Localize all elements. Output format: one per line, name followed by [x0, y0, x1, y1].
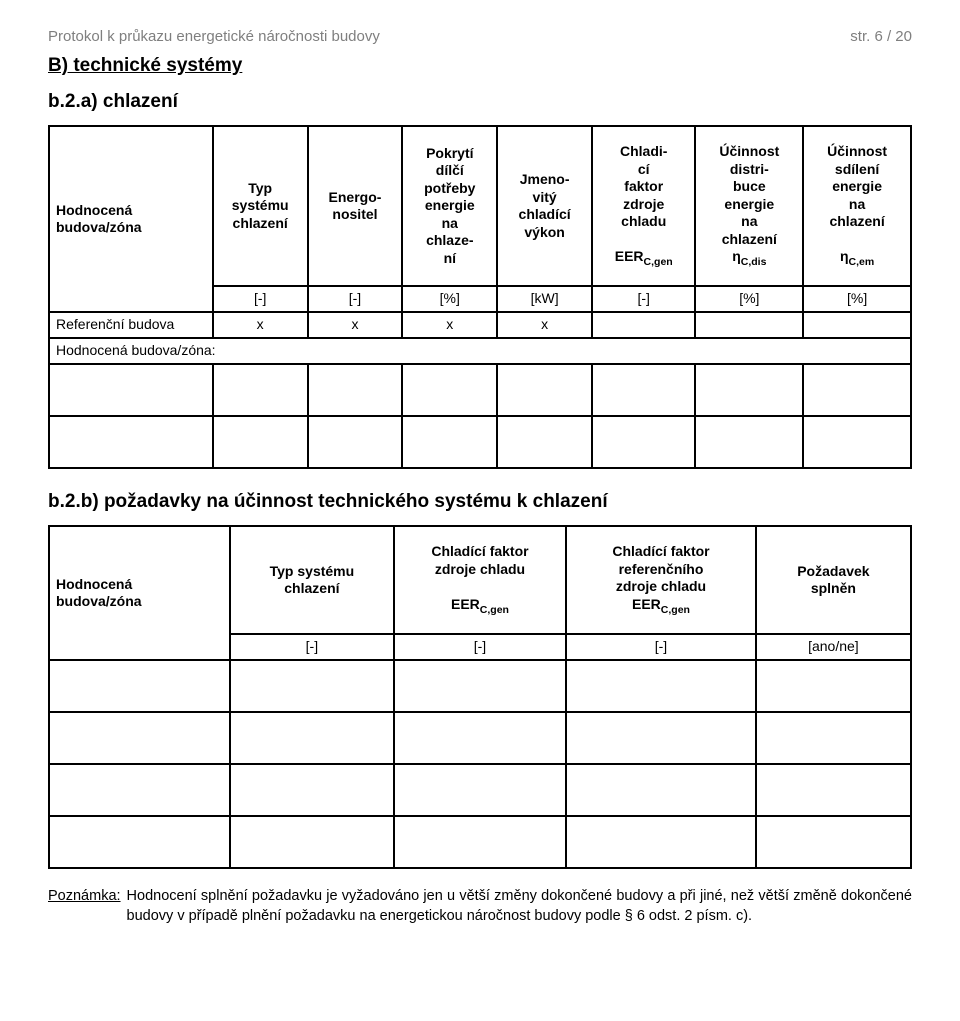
b2b-unit4: [ano/ne] — [756, 634, 911, 660]
b2b-unit3: [-] — [566, 634, 756, 660]
b2a-title: b.2.a) chlazení — [48, 91, 912, 113]
b2a-col6: Účinnostdistri-buceenergienachlazeníηC,d… — [695, 126, 803, 286]
table-b2b: Hodnocenábudova/zóna Typ systémuchlazení… — [48, 525, 912, 869]
table-row — [49, 660, 911, 712]
b2a-unit5: [-] — [592, 286, 695, 312]
b2a-ref7 — [803, 312, 911, 338]
b2b-col1: Typ systémuchlazení — [230, 526, 394, 634]
table-b2a: Hodnocenábudova/zóna Typsystémuchlazení … — [48, 125, 912, 469]
footnote-label: Poznámka: — [48, 887, 127, 926]
table-row — [49, 712, 911, 764]
header-left: Protokol k průkazu energetické náročnost… — [48, 28, 380, 45]
b2a-unit6: [%] — [695, 286, 803, 312]
b2b-col0: Hodnocenábudova/zóna — [49, 526, 230, 660]
table-row — [49, 364, 911, 416]
b2a-ref6 — [695, 312, 803, 338]
b2a-col0: Hodnocenábudova/zóna — [49, 126, 213, 312]
b2a-ref2: x — [308, 312, 403, 338]
footnote: Poznámka: Hodnocení splnění požadavku je… — [48, 887, 912, 926]
b2a-labelrow: Hodnocená budova/zóna: — [49, 338, 911, 364]
b2a-ref0: Referenční budova — [49, 312, 213, 338]
b2a-unit1: [-] — [213, 286, 308, 312]
b2a-unit7: [%] — [803, 286, 911, 312]
b2a-ref4: x — [497, 312, 592, 338]
b2b-unit2: [-] — [394, 634, 566, 660]
section-b-title: B) technické systémy — [48, 55, 912, 77]
b2a-col4: Jmeno-vitýchladícívýkon — [497, 126, 592, 286]
b2a-col3: Pokrytídílčípotřebyenergienachlaze-ní — [402, 126, 497, 286]
b2a-unit4: [kW] — [497, 286, 592, 312]
b2a-col7: ÚčinnostsdíleníenergienachlazeníηC,em — [803, 126, 911, 286]
b2a-ref1: x — [213, 312, 308, 338]
b2a-unit3: [%] — [402, 286, 497, 312]
b2b-col2: Chladící faktorzdroje chladuEERC,gen — [394, 526, 566, 634]
b2b-col4: Požadaveksplněn — [756, 526, 911, 634]
table-row — [49, 764, 911, 816]
b2b-title: b.2.b) požadavky na účinnost technického… — [48, 491, 912, 513]
b2a-col2: Energo-nositel — [308, 126, 403, 286]
b2b-col3: Chladící faktorreferenčníhozdroje chladu… — [566, 526, 756, 634]
header-right: str. 6 / 20 — [850, 28, 912, 45]
footnote-text: Hodnocení splnění požadavku je vyžadován… — [127, 887, 912, 926]
b2a-col1: Typsystémuchlazení — [213, 126, 308, 286]
table-row — [49, 816, 911, 868]
b2a-ref3: x — [402, 312, 497, 338]
b2b-unit1: [-] — [230, 634, 394, 660]
b2a-col5: Chladi-cífaktorzdrojechladuEERC,gen — [592, 126, 695, 286]
b2a-unit2: [-] — [308, 286, 403, 312]
b2a-ref5 — [592, 312, 695, 338]
table-row — [49, 416, 911, 468]
